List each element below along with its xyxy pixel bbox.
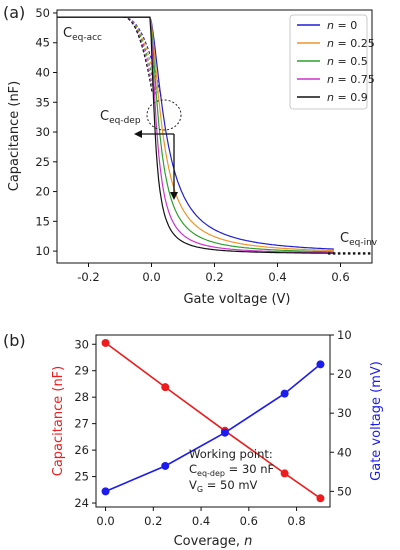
left-y-tick-label: 28 bbox=[74, 390, 89, 404]
left-series-point bbox=[161, 383, 170, 392]
legend-entry: n = 0.9 bbox=[327, 91, 368, 104]
legend-entry: n = 0.5 bbox=[327, 55, 368, 68]
note-line-2: Ceq-dep = 30 nF bbox=[189, 462, 274, 478]
panel-b-x-axis-label-var: n bbox=[244, 534, 252, 549]
y-tick-label: 10 bbox=[35, 244, 50, 258]
ceq-dep-subscript: eq-dep bbox=[109, 116, 141, 126]
panel-b-label: (b) bbox=[3, 331, 26, 350]
panel-b-left-y-axis: 24 25 26 27 28 29 30 bbox=[74, 337, 96, 510]
panel-a-y-axis-label: Capacitance (nF) bbox=[7, 81, 22, 191]
note-line-2-subscript: eq-dep bbox=[197, 469, 225, 478]
depletion-arrow-left-head bbox=[134, 130, 142, 138]
curve-n075 bbox=[57, 16, 334, 254]
dashed-curve-n075 bbox=[123, 16, 154, 92]
panel-a-annotations: Ceq-acc Ceq-dep Ceq-inv bbox=[63, 26, 378, 248]
ceq-inv-label: Ceq-inv bbox=[340, 231, 378, 248]
legend-entry: n = 0.75 bbox=[327, 73, 375, 86]
y-tick-label: 45 bbox=[35, 36, 50, 50]
curve-n09 bbox=[57, 16, 334, 254]
panel-a-plot-frame bbox=[56, 9, 373, 264]
working-point-note: Working point: Ceq-dep = 30 nF VG = 50 m… bbox=[189, 447, 274, 494]
left-series-point bbox=[280, 469, 289, 478]
y-tick-label: 35 bbox=[35, 95, 50, 109]
legend-entry: n = 0 bbox=[327, 19, 357, 32]
left-y-tick-label: 27 bbox=[74, 417, 89, 431]
right-series-point bbox=[101, 487, 110, 496]
x-tick-label: 0.4 bbox=[268, 270, 286, 284]
y-tick-label: 50 bbox=[35, 6, 50, 20]
y-tick-label: 15 bbox=[35, 214, 50, 228]
curve-n05 bbox=[57, 16, 334, 253]
panel-b-plot-frame bbox=[95, 334, 331, 508]
right-y-tick-label: 10 bbox=[337, 328, 352, 342]
right-y-tick-label: 50 bbox=[337, 484, 352, 498]
y-tick-label: 40 bbox=[35, 66, 50, 80]
x-tick-label: -0.2 bbox=[77, 270, 99, 284]
panel-b-x-axis: 0.0 0.2 0.4 0.6 0.8 bbox=[96, 507, 306, 528]
depletion-arrow-down-head bbox=[170, 192, 178, 200]
x-tick-label: 0.0 bbox=[96, 514, 114, 528]
right-series-point bbox=[220, 428, 229, 437]
left-y-tick-label: 25 bbox=[74, 470, 89, 484]
right-series-point bbox=[161, 461, 170, 470]
left-y-tick-label: 26 bbox=[74, 443, 89, 457]
right-series-point bbox=[316, 360, 325, 369]
left-y-tick-label: 24 bbox=[74, 496, 89, 510]
ceq-inv-subscript: eq-inv bbox=[349, 238, 378, 248]
legend-entry: n = 0.25 bbox=[327, 37, 375, 50]
x-tick-label: 0.8 bbox=[287, 514, 305, 528]
x-tick-label: 0.6 bbox=[240, 514, 258, 528]
right-series-point bbox=[280, 389, 289, 398]
panel-b-right-y-axis: 10 20 30 40 50 bbox=[330, 328, 352, 498]
ceq-acc-label: Ceq-acc bbox=[63, 26, 102, 43]
y-tick-label: 20 bbox=[35, 185, 50, 199]
left-series-point bbox=[101, 338, 110, 347]
right-y-tick-label: 30 bbox=[337, 406, 352, 420]
curve-n0 bbox=[57, 16, 334, 250]
x-tick-label: 0.2 bbox=[205, 270, 223, 284]
dashed-curve-n09 bbox=[123, 16, 153, 93]
y-tick-label: 25 bbox=[35, 155, 50, 169]
x-tick-label: 0.2 bbox=[144, 514, 162, 528]
legend: n = 0 n = 0.25 n = 0.5 n = 0.75 n = 0.9 bbox=[289, 14, 375, 110]
panel-a-y-axis: 10 15 20 25 30 35 40 45 50 bbox=[35, 6, 57, 258]
legend-box bbox=[289, 14, 368, 110]
x-tick-label: 0.4 bbox=[192, 514, 210, 528]
left-y-tick-label: 29 bbox=[74, 364, 89, 378]
panel-a-x-axis-label: Gate voltage (V) bbox=[183, 292, 290, 307]
ceq-acc-subscript: eq-acc bbox=[72, 33, 102, 43]
panel-b-right-axis-label: Gate voltage (mV) bbox=[369, 361, 384, 481]
y-tick-label: 30 bbox=[35, 125, 50, 139]
panel-a-label: (a) bbox=[3, 3, 25, 22]
note-line-3: VG = 50 mV bbox=[189, 478, 258, 494]
panel-b-series bbox=[101, 338, 325, 503]
panel-a-x-axis: -0.2 0.0 0.2 0.4 0.6 bbox=[77, 263, 350, 284]
x-tick-label: 0.0 bbox=[142, 270, 160, 284]
panel-b-x-axis-label: Coverage, n bbox=[174, 534, 253, 549]
right-y-tick-label: 40 bbox=[337, 445, 352, 459]
curve-n025 bbox=[57, 16, 334, 252]
x-tick-label: 0.6 bbox=[331, 270, 349, 284]
right-y-tick-label: 20 bbox=[337, 367, 352, 381]
ceq-dep-label: Ceq-dep bbox=[100, 109, 141, 126]
note-line-3-subscript: G bbox=[197, 485, 203, 494]
note-line-1: Working point: bbox=[189, 447, 273, 461]
left-series-point bbox=[316, 494, 325, 503]
depletion-circle bbox=[146, 99, 182, 131]
panel-b-left-axis-label: Capacitance (nF) bbox=[51, 366, 66, 476]
panel-a-curves bbox=[57, 16, 372, 255]
left-y-tick-label: 30 bbox=[74, 337, 89, 351]
